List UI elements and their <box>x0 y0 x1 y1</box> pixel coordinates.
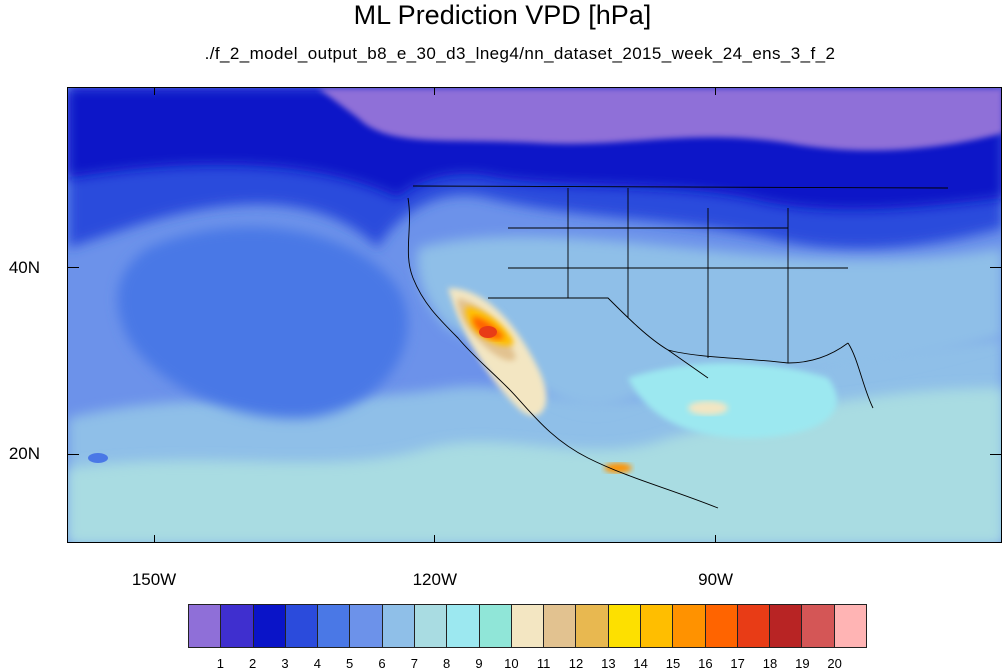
colorbar-box <box>737 605 771 647</box>
colorbar-level-label: 7 <box>410 656 418 671</box>
colorbar-level-label: 8 <box>443 656 451 671</box>
vpd-map <box>67 87 1002 543</box>
x-tick-mark <box>153 87 155 95</box>
x-tick-mark <box>715 535 717 543</box>
y-tick-mark <box>990 267 1002 269</box>
colorbar-level-label: 16 <box>698 656 713 671</box>
colorbar-level-label: 6 <box>378 656 386 671</box>
colorbar-box <box>640 605 674 647</box>
colorbar-box <box>770 605 803 647</box>
y-tick-mark <box>67 267 79 269</box>
colorbar-box <box>382 605 415 647</box>
colorbar-box <box>673 605 706 647</box>
x-tick-mark <box>434 535 436 543</box>
colorbar-level-label: 14 <box>633 656 648 671</box>
colorbar-box <box>544 605 577 647</box>
colorbar-level-label: 18 <box>762 656 778 671</box>
x-tick-label: 90W <box>698 570 734 589</box>
colorbar-box <box>285 605 319 647</box>
colorbar-level-label: 5 <box>346 656 354 671</box>
colorbar-level-label: 19 <box>795 656 810 671</box>
colorbar-level-label: 1 <box>216 656 224 671</box>
colorbar-box <box>414 605 448 647</box>
colorbar-level-label: 4 <box>313 656 321 671</box>
colorbar-box <box>318 605 351 647</box>
colorbar-level-label: 12 <box>568 656 584 671</box>
colorbar-level-label: 15 <box>665 656 681 671</box>
x-tick-label: 120W <box>412 570 458 589</box>
colorbar-box <box>189 605 222 647</box>
colorbar-box <box>447 605 480 647</box>
colorbar-box <box>350 605 383 647</box>
y-tick-mark <box>67 453 79 455</box>
colorbar-box <box>511 605 545 647</box>
chart-title: ML Prediction VPD [hPa] <box>353 0 652 30</box>
colorbar-box <box>608 605 641 647</box>
colorbar-level-label: 2 <box>249 656 257 671</box>
colorbar-level-label: 13 <box>601 656 616 671</box>
colorbar <box>188 604 867 648</box>
colorbar-level-label: 3 <box>281 656 289 671</box>
colorbar-level-label: 20 <box>827 656 842 671</box>
colorbar-box <box>802 605 835 647</box>
colorbar-box <box>834 605 866 647</box>
colorbar-box <box>221 605 254 647</box>
colorbar-level-label: 10 <box>504 656 519 671</box>
vpd-field <box>68 88 1001 542</box>
x-tick-mark <box>153 535 155 543</box>
y-tick-mark <box>990 453 1002 455</box>
y-tick-label: 40N <box>8 257 40 277</box>
colorbar-box <box>253 605 286 647</box>
colorbar-box <box>479 605 512 647</box>
x-tick-mark <box>715 87 717 95</box>
colorbar-level-label: 11 <box>536 656 551 671</box>
colorbar-box <box>705 605 738 647</box>
colorbar-level-label: 17 <box>730 656 745 671</box>
y-tick-label: 20N <box>8 444 40 464</box>
colorbar-box <box>576 605 609 647</box>
x-tick-mark <box>434 87 436 95</box>
colorbar-level-label: 9 <box>475 656 483 671</box>
x-tick-label: 150W <box>131 570 177 589</box>
chart-subtitle: ./f_2_model_output_b8_e_30_d3_lneg4/nn_d… <box>204 44 836 63</box>
